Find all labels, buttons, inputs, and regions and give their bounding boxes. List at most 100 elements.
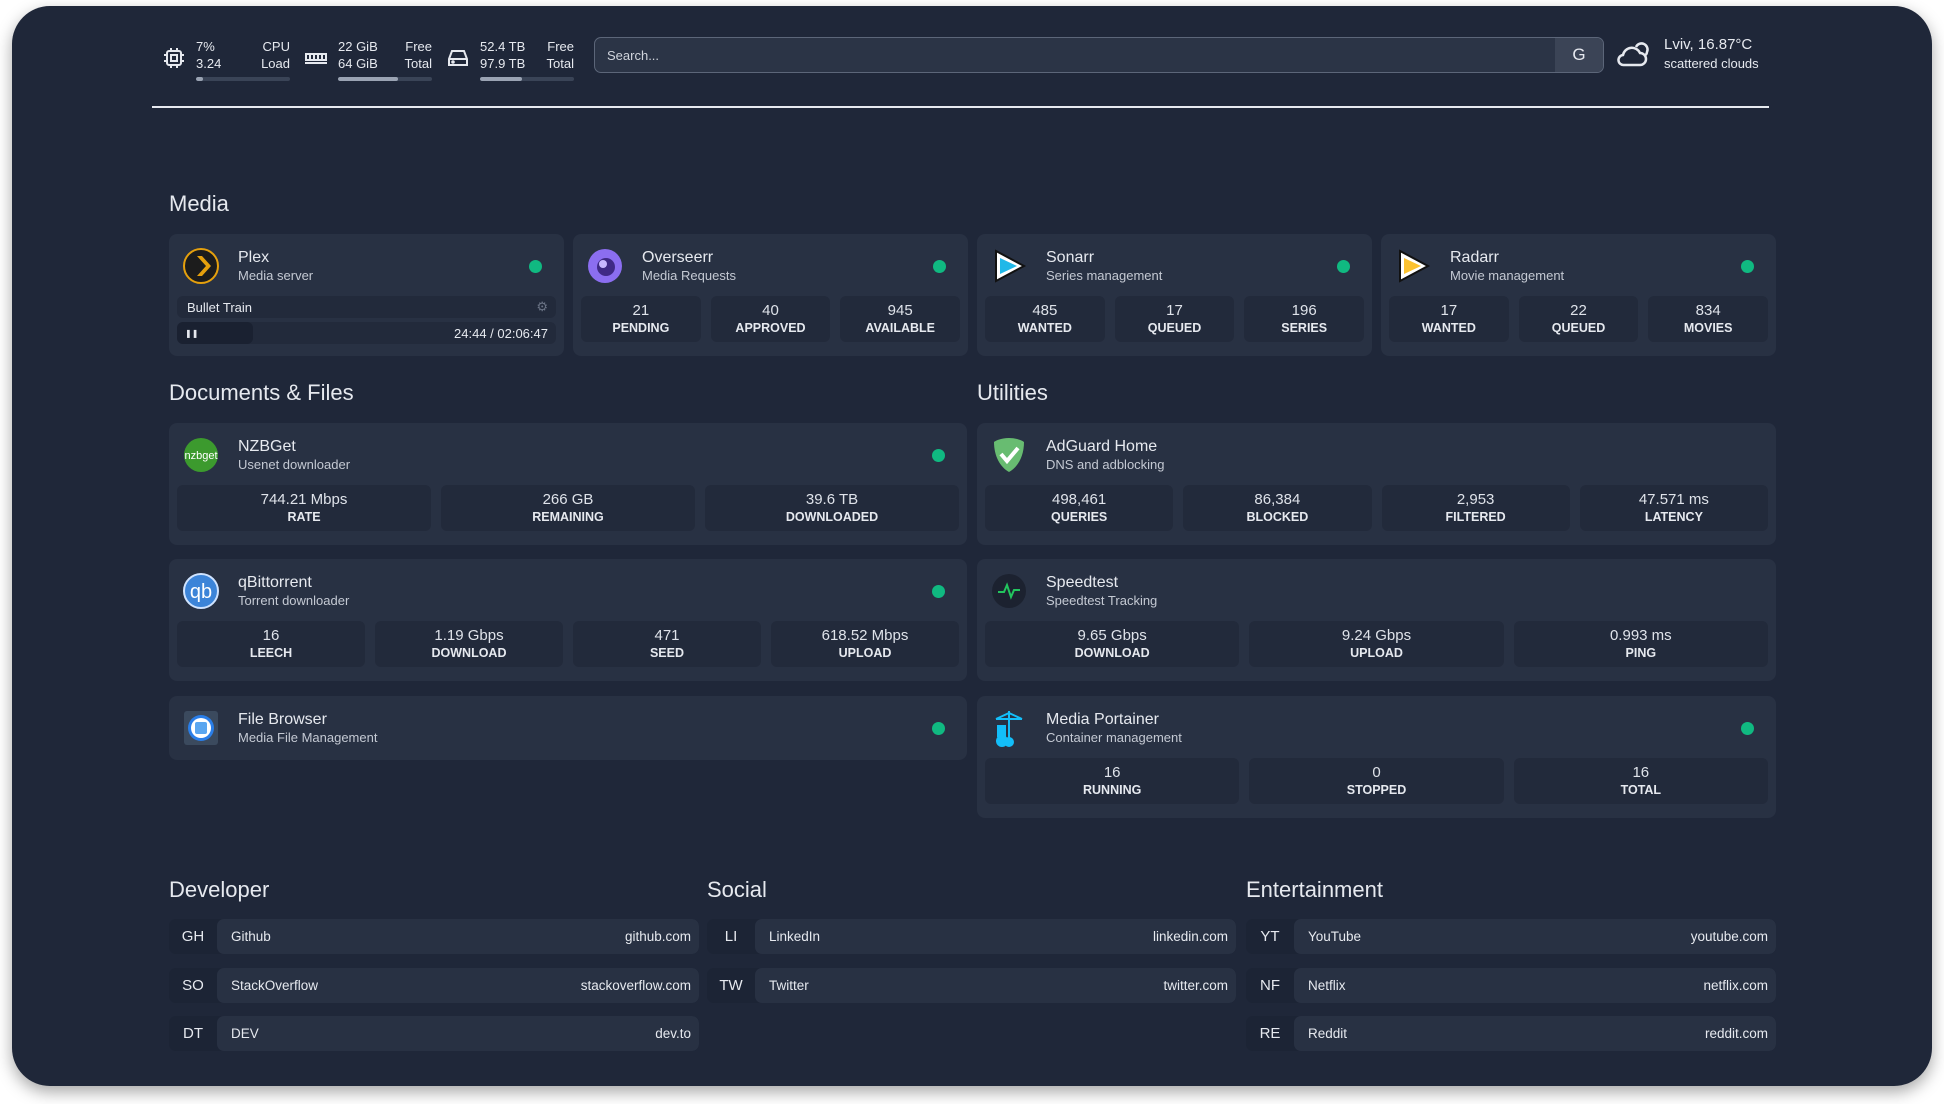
link-url: netflix.com [1703, 977, 1768, 993]
hard-drive-icon [448, 50, 468, 66]
now-playing-row[interactable]: Bullet Train ⚙ [177, 296, 556, 318]
link-abbreviation: NF [1260, 976, 1280, 994]
link-body: StackOverflow stackoverflow.com [217, 967, 699, 1003]
link-url: github.com [624, 929, 691, 944]
link-abbreviation: GH [181, 928, 205, 945]
service-card-qbittorrent[interactable]: qb qBittorrent Torrent downloader 16 LEECH 1.… [169, 559, 967, 681]
stat-upload: 618.52 Mbps UPLOAD [771, 621, 959, 667]
section-title-social: Social [707, 877, 767, 902]
status-indicator-online [529, 259, 542, 273]
ram-total-label: Total [404, 56, 432, 71]
weather-location-temp: Lviv, 16.87°C [1664, 36, 1753, 53]
ram-total: 64 GiB [338, 56, 378, 71]
status-indicator-online [1741, 721, 1754, 735]
service-card-radarr[interactable]: Radarr Movie management 17 WANTED 22 QUEUED 83… [1381, 234, 1776, 356]
service-card-speedtest[interactable]: Speedtest Speedtest Tracking 9.65 Gbps DOWN… [977, 559, 1776, 681]
stat-label: QUEUED [1147, 321, 1202, 335]
section-title-developer: Developer [169, 877, 270, 902]
link-body: Reddit reddit.com [1294, 1016, 1776, 1051]
stat-value: 16 [1632, 764, 1650, 781]
stat-value: 9.24 Gbps [1341, 627, 1412, 644]
cpu-chip-icon [164, 48, 184, 68]
disk-progress-bar [480, 77, 574, 81]
service-card-adguard-home[interactable]: AdGuard Home DNS and adblocking 498,461 QUE… [977, 423, 1776, 545]
stat-label: RUNNING [1082, 783, 1142, 797]
status-indicator-online [932, 721, 945, 735]
stat-download: 1.19 Gbps DOWNLOAD [375, 621, 563, 667]
stat-value: 16 [1103, 764, 1121, 781]
service-name: File Browser [238, 711, 327, 728]
link-name: LinkedIn [769, 929, 821, 944]
link-github[interactable]: GH Github github.com [169, 919, 699, 954]
link-body: Twitter twitter.com [755, 967, 1236, 1003]
stat-label: MOVIES [1683, 321, 1733, 335]
card-titles: Overseerr Media Requests [642, 248, 933, 284]
service-card-file-browser[interactable]: File Browser Media File Management [169, 696, 967, 760]
link-abbreviation: RE [1259, 1025, 1281, 1042]
playback-time: 24:44 / 02:06:47 [454, 325, 548, 341]
stat-downloaded: 39.6 TB DOWNLOADED [705, 485, 959, 531]
portainer-icon [995, 711, 1023, 747]
link-linkedin[interactable]: LI LinkedIn linkedin.com [707, 919, 1236, 954]
cpu-label: CPU [262, 39, 290, 54]
link-name: Github [231, 929, 271, 944]
link-youtube[interactable]: YT YouTube youtube.com [1246, 919, 1776, 954]
stat-total: 16 TOTAL [1513, 758, 1768, 804]
link-url: twitter.com [1163, 977, 1228, 993]
card-header: File Browser Media File Management [177, 708, 959, 748]
weather-condition: scattered clouds [1664, 56, 1759, 71]
weather-widget: Lviv, 16.87°C scattered clouds [1616, 36, 1759, 71]
link-twitter[interactable]: TW Twitter twitter.com [707, 967, 1236, 1003]
card-titles: AdGuard Home DNS and adblocking [1046, 437, 1768, 473]
playback-progress-fill [177, 322, 253, 344]
cpu-load: 3.24 [196, 56, 222, 71]
service-card-nzbget[interactable]: nzbget NZBGet Usenet downloader 744.21 Mbps… [169, 423, 967, 545]
ram-progress-bar [338, 77, 432, 81]
stat-label: STOPPED [1346, 783, 1407, 797]
service-name: Plex [238, 249, 270, 266]
service-name: Speedtest [1046, 574, 1119, 591]
search-input[interactable] [595, 38, 1555, 72]
stat-label: SERIES [1281, 321, 1328, 335]
service-card-sonarr[interactable]: Sonarr Series management 485 WANTED 17 QUEUED… [977, 234, 1372, 356]
google-search-button[interactable]: G [1555, 38, 1603, 72]
settings-icon[interactable]: ⚙ [536, 299, 548, 314]
stat-value: 618.52 Mbps [821, 627, 909, 644]
stat-label: DOWNLOAD [431, 646, 507, 660]
link-name: StackOverflow [231, 977, 319, 993]
stat-value: 196 [1291, 302, 1317, 319]
link-body: Github github.com [217, 919, 699, 954]
card-header: Speedtest Speedtest Tracking [985, 571, 1768, 611]
stat-value: 498,461 [1052, 491, 1107, 508]
stats-row: 16 LEECH 1.19 Gbps DOWNLOAD 471 SEED 618.52 Mb… [177, 621, 959, 667]
service-card-plex[interactable]: Plex Media server Bullet Train ⚙ ❚❚ 24:44 / 0… [169, 234, 564, 356]
stat-series: 196 SERIES [1244, 296, 1365, 342]
stat-stopped: 0 STOPPED [1249, 758, 1504, 804]
stat-value: 2,953 [1456, 491, 1495, 508]
disk-total-label: Total [546, 56, 574, 71]
link-dev[interactable]: DT DEV dev.to [169, 1016, 699, 1051]
stat-download: 9.65 Gbps DOWNLOAD [985, 621, 1240, 667]
service-card-overseerr[interactable]: Overseerr Media Requests 21 PENDING 40 APPROV… [573, 234, 968, 356]
playback-progress[interactable]: ❚❚ 24:44 / 02:06:47 [177, 322, 556, 344]
stats-row: 9.65 Gbps DOWNLOAD 9.24 Gbps UPLOAD 0.993 ms… [985, 621, 1768, 667]
card-titles: Media Portainer Container management [1046, 710, 1741, 746]
overseerr-icon [588, 249, 622, 283]
stat-seed: 471 SEED [573, 621, 761, 667]
link-stackoverflow[interactable]: SO StackOverflow stackoverflow.com [169, 967, 699, 1003]
cpu-progress-bar [196, 77, 290, 81]
service-name: NZBGet [238, 438, 296, 455]
stat-pending: 21 PENDING [581, 296, 701, 342]
stats-row: 485 WANTED 17 QUEUED 196 SERIES [985, 296, 1365, 342]
memory-icon [305, 53, 327, 64]
pause-icon[interactable]: ❚❚ [185, 328, 199, 338]
stat-label: AVAILABLE [865, 321, 936, 335]
service-name: AdGuard Home [1046, 438, 1158, 455]
service-card-media-portainer[interactable]: Media Portainer Container management 16 RUN… [977, 696, 1776, 818]
link-reddit[interactable]: RE Reddit reddit.com [1246, 1016, 1776, 1051]
stat-rate: 744.21 Mbps RATE [177, 485, 431, 531]
card-titles: File Browser Media File Management [238, 710, 932, 746]
service-name: Radarr [1450, 249, 1499, 266]
link-netflix[interactable]: NF Netflix netflix.com [1246, 967, 1776, 1003]
stat-filtered: 2,953 FILTERED [1381, 485, 1570, 531]
